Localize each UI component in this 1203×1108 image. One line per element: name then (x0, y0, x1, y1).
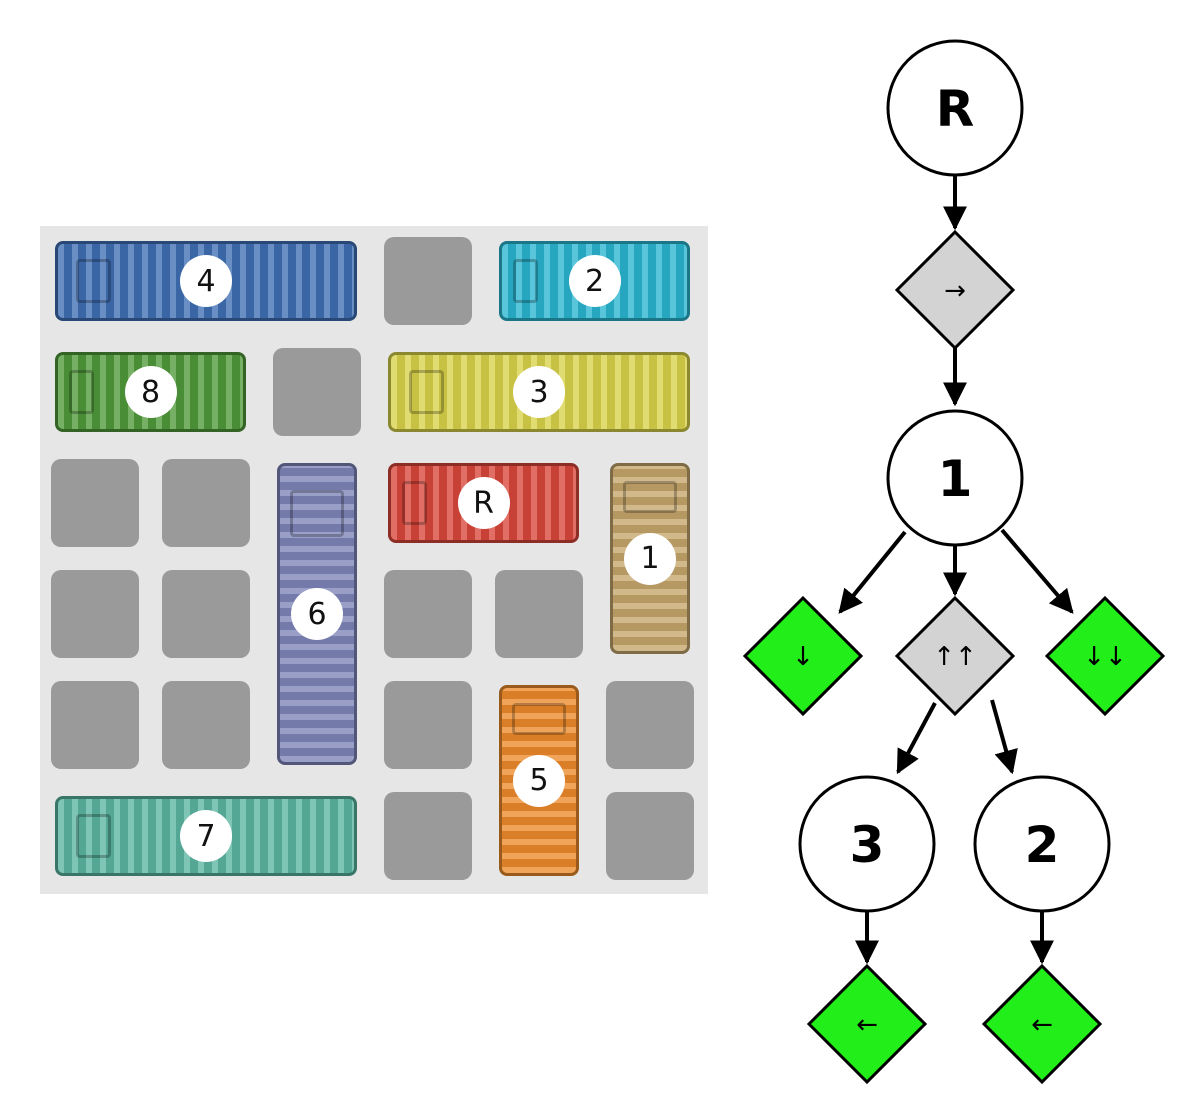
empty-cell (606, 792, 694, 880)
tree-edge (838, 530, 907, 614)
car-window (290, 489, 344, 538)
car-6[interactable]: 6 (277, 463, 357, 765)
tree-node-label: R (936, 80, 975, 138)
car-window (402, 480, 427, 526)
tree-node-circle (886, 409, 1024, 547)
move-diamond-allowed: ← (806, 963, 928, 1085)
empty-cell (51, 570, 139, 658)
empty-cell (384, 237, 472, 325)
car-4[interactable]: 4 (55, 241, 357, 321)
tree-node-circle (886, 39, 1024, 177)
car-label: 8 (124, 366, 177, 418)
move-arrow-label: ← (1031, 1010, 1053, 1040)
car-3[interactable]: 3 (388, 352, 690, 432)
move-arrow-label: ← (856, 1010, 878, 1040)
search-tree: R 1 3 2 → ↓ ↑↑ ↓↓ ← ← (742, 39, 1166, 1085)
move-diamond-shape (806, 963, 928, 1085)
car-label: 3 (513, 366, 565, 418)
car-2[interactable]: 2 (499, 241, 690, 321)
car-label: 1 (624, 532, 676, 585)
tree-node-r: R (886, 39, 1024, 177)
puzzle-board: 4 2 8 3 6 R 1 5 7 (40, 226, 708, 894)
car-label: R (457, 477, 510, 529)
car-8[interactable]: 8 (55, 352, 246, 432)
empty-cell (384, 681, 472, 769)
move-diamond-allowed: ← (981, 963, 1103, 1085)
move-diamond-allowed: ↓↓ (1044, 595, 1166, 717)
car-window (408, 369, 445, 415)
move-diamond-allowed: ↓ (742, 595, 864, 717)
move-diamond-shape (742, 595, 864, 717)
move-diamond-shape (894, 229, 1016, 351)
empty-cell (162, 459, 250, 547)
move-diamond-shape (894, 595, 1016, 717)
car-label: 2 (568, 255, 621, 307)
tree-node-3: 3 (798, 775, 936, 913)
empty-cell (495, 570, 583, 658)
tree-node-label: 3 (850, 816, 885, 874)
empty-cell (606, 681, 694, 769)
move-diamond-blocked: ↑↑ (894, 595, 1016, 717)
tree-edges (838, 175, 1074, 965)
car-1[interactable]: 1 (610, 463, 690, 654)
move-diamond-blocked: → (894, 229, 1016, 351)
move-arrow-label: → (944, 276, 966, 306)
car-label: 7 (180, 810, 232, 862)
tree-node-label: 2 (1025, 816, 1060, 874)
car-window (75, 258, 112, 304)
move-arrow-label: ↓ (792, 642, 814, 672)
car-window (513, 258, 538, 304)
empty-cell (162, 681, 250, 769)
tree-node-circle (973, 775, 1111, 913)
move-arrow-label: ↓↓ (1083, 642, 1127, 672)
tree-edge (1000, 528, 1074, 614)
car-r[interactable]: R (388, 463, 579, 543)
car-window (69, 369, 94, 415)
empty-cell (273, 348, 361, 436)
move-diamond-shape (1044, 595, 1166, 717)
empty-cell (162, 570, 250, 658)
tree-edge (990, 699, 1018, 775)
tree-node-1: 1 (886, 409, 1024, 547)
move-diamond-shape (981, 963, 1103, 1085)
tree-node-label: 1 (938, 450, 973, 508)
empty-cell (51, 681, 139, 769)
move-arrow-label: ↑↑ (933, 642, 977, 672)
car-window (75, 813, 112, 859)
car-7[interactable]: 7 (55, 796, 357, 876)
car-5[interactable]: 5 (499, 685, 579, 876)
car-label: 5 (513, 754, 565, 807)
empty-cell (384, 570, 472, 658)
tree-node-2: 2 (973, 775, 1111, 913)
car-label: 4 (180, 255, 232, 307)
tree-node-circle (798, 775, 936, 913)
empty-cell (384, 792, 472, 880)
car-window (623, 480, 677, 513)
car-label: 6 (291, 588, 343, 640)
empty-cell (51, 459, 139, 547)
car-window (512, 702, 566, 735)
tree-edge (896, 702, 937, 775)
tree-shapes: R 1 3 2 → ↓ ↑↑ ↓↓ ← ← (742, 39, 1166, 1085)
